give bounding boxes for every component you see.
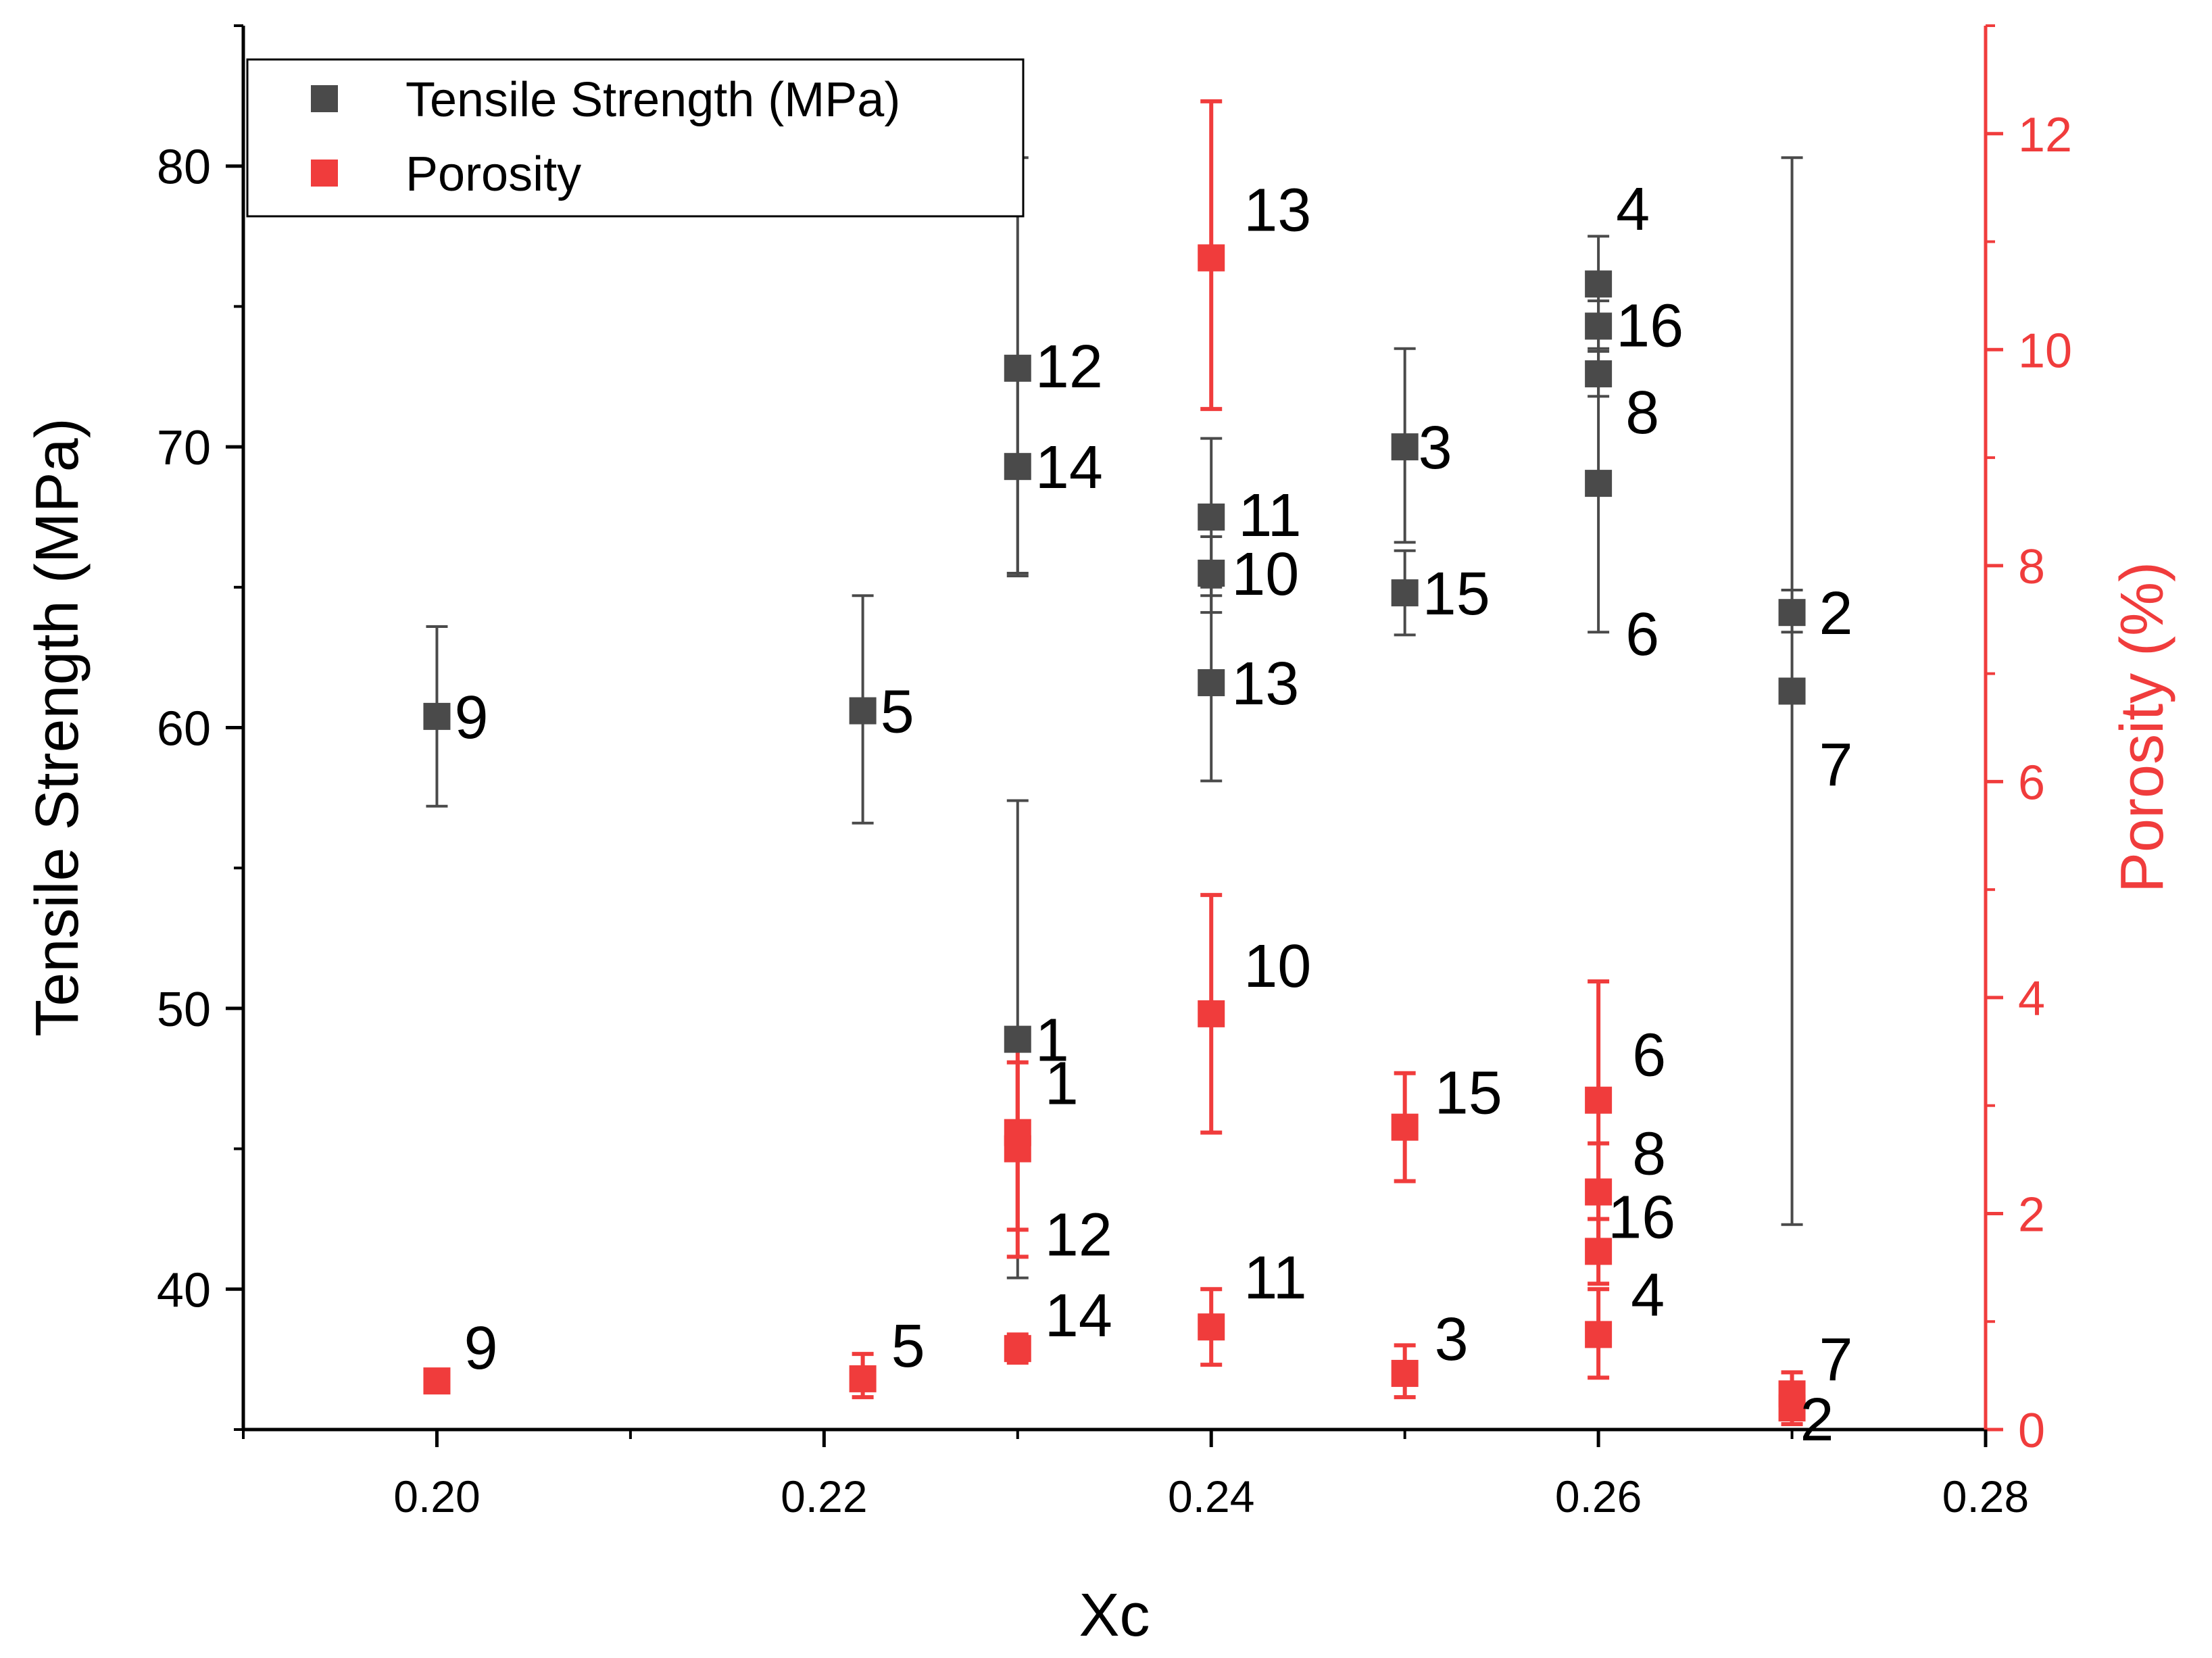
x-tick-label: 0.28 [1942,1471,2029,1521]
tensile-marker [1198,560,1225,587]
porosity-marker [1004,1335,1031,1363]
tensile-point-label: 3 [1419,414,1452,482]
porosity-marker [1585,1238,1613,1265]
right-tick-label: 0 [2018,1404,2045,1458]
porosity-point-label: 14 [1045,1282,1112,1350]
tensile-point-label: 11 [1238,482,1301,550]
legend-label-tensile: Tensile Strength (MPa) [405,73,900,127]
tensile-marker [1391,579,1419,607]
legend: Tensile Strength (MPa) Porosity [246,58,1025,218]
tensile-point-label: 5 [881,679,914,746]
porosity-point-label: 13 [1244,177,1311,245]
tensile-point-label: 9 [454,684,488,752]
legend-label-porosity: Porosity [405,147,581,201]
porosity-marker [1585,1178,1613,1206]
tensile-marker [423,702,451,730]
porosity-marker [849,1365,877,1392]
tensile-point-label: 7 [1819,731,1853,799]
legend-box [246,58,1025,218]
porosity-point-label: 2 [1800,1386,1834,1454]
tensile-point-label: 16 [1616,292,1683,360]
porosity-marker [1585,1321,1613,1348]
right-tick-label: 6 [2018,756,2045,810]
left-axis-ticks: 40 50 60 70 80 [157,24,243,1431]
tensile-point-label: 1 [1035,1007,1069,1075]
tensile-point-label: 12 [1035,333,1103,401]
tensile-marker [1004,1025,1031,1053]
tensile-marker [1391,433,1419,461]
tensile-marker [1004,453,1031,481]
left-tick-label: 60 [157,702,211,756]
x-axis-title: Xc [1079,1582,1150,1649]
porosity-point-label: 5 [891,1313,925,1380]
tensile-point-label: 10 [1231,541,1299,608]
tensile-point-label: 4 [1616,176,1650,243]
right-tick-label: 8 [2018,540,2045,594]
tensile-marker [849,697,877,725]
right-tick-label: 4 [2018,972,2045,1026]
porosity-point-label: 11 [1244,1244,1306,1312]
porosity-marker [1198,1313,1225,1341]
tensile-point-label: 13 [1231,650,1299,718]
left-axis-title: Tensile Strength (MPa) [24,418,91,1036]
porosity-marker [1198,244,1225,272]
tensile-point-label: 14 [1035,434,1103,502]
tensile-marker [1585,470,1613,497]
legend-marker-tensile [311,85,338,112]
tensile-marker [1585,312,1613,340]
tensile-marker [1778,677,1806,705]
porosity-marker [1778,1394,1806,1422]
tensile-marker [1585,360,1613,388]
porosity-point-label: 10 [1244,933,1311,1000]
porosity-marker [423,1367,451,1395]
x-tick-label: 0.22 [781,1471,867,1521]
legend-marker-porosity [311,160,338,187]
porosity-point-label: 15 [1435,1060,1502,1127]
porosity-marker [1585,1086,1613,1114]
tensile-marker [1004,354,1031,382]
x-axis-ticks: 0.20 0.22 0.24 0.26 0.28 [242,1430,2029,1521]
tensile-marker [1198,669,1225,697]
porosity-point-label: 8 [1632,1121,1666,1188]
porosity-point-label: 6 [1632,1022,1666,1090]
porosity-point-label: 1 [1045,1050,1079,1118]
tensile-point-label: 15 [1423,560,1490,628]
left-tick-label: 40 [157,1263,211,1317]
porosity-point-label: 7 [1819,1326,1853,1394]
porosity-point-label: 3 [1435,1306,1469,1373]
porosity-marker [1004,1135,1031,1163]
porosity-point-label: 16 [1608,1184,1675,1251]
left-tick-label: 70 [157,421,211,475]
right-axis-title: Porosity (%) [2109,562,2176,893]
porosity-point-label: 12 [1045,1202,1112,1269]
porosity-marker [1391,1113,1419,1141]
x-tick-label: 0.26 [1555,1471,1642,1521]
porosity-point-label: 9 [464,1315,497,1382]
tensile-point-label: 6 [1625,601,1659,668]
tensile-point-label: 2 [1819,580,1853,648]
right-tick-label: 12 [2018,108,2072,162]
left-tick-label: 50 [157,983,211,1037]
porosity-point-label: 4 [1631,1261,1665,1329]
left-tick-label: 80 [157,141,211,195]
right-tick-label: 2 [2018,1188,2045,1242]
tensile-marker [1198,503,1225,531]
x-tick-label: 0.24 [1168,1471,1254,1521]
right-axis-ticks: 0 2 4 6 8 10 12 [1986,24,2072,1458]
tensile-marker [1778,599,1806,627]
markers-layer [423,244,1806,1422]
porosity-marker [1198,1000,1225,1027]
tensile-point-label: 8 [1625,379,1659,447]
x-tick-label: 0.20 [393,1471,480,1521]
porosity-marker [1391,1359,1419,1387]
tensile-marker [1585,270,1613,298]
right-tick-label: 10 [2018,324,2072,378]
